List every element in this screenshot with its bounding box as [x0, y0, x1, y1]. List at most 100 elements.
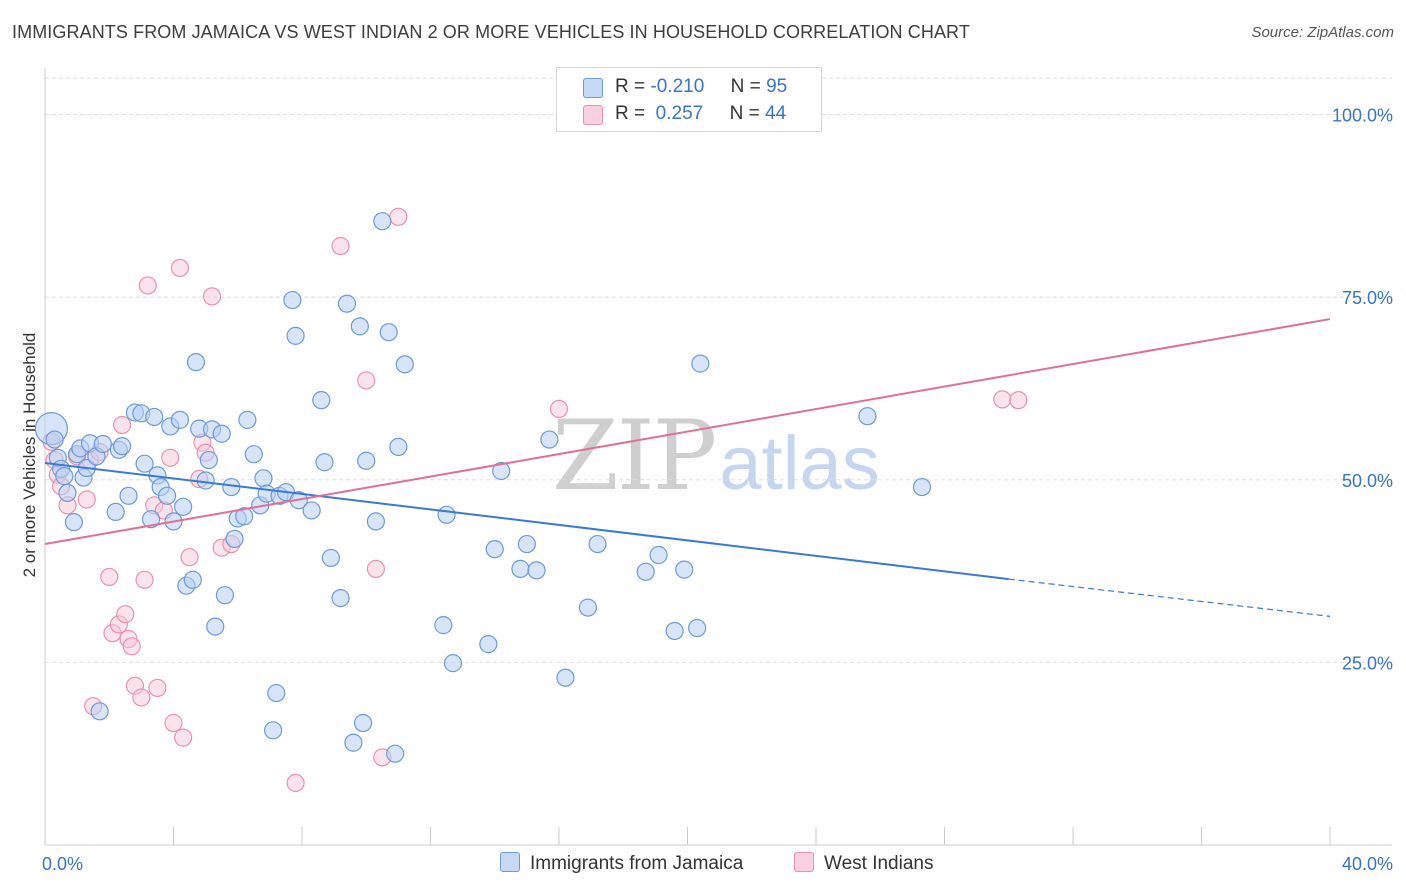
bottom-legend-label-westindian: West Indians [824, 853, 934, 874]
data-point-jamaica [186, 353, 206, 372]
data-point-jamaica [315, 453, 334, 472]
data-point-jamaica [212, 424, 231, 443]
data-point-jamaica [443, 654, 463, 673]
data-point-westindian [112, 415, 132, 435]
data-point-jamaica [321, 548, 341, 568]
y-tick-label: 25.0% [1342, 653, 1393, 673]
data-point-jamaica [174, 497, 193, 516]
data-point-jamaica [225, 529, 244, 549]
data-point-westindian [161, 448, 180, 467]
data-point-westindian [148, 678, 167, 698]
data-point-westindian [174, 728, 193, 747]
data-point-jamaica [636, 562, 655, 581]
legend-n-label: N = [730, 76, 761, 97]
data-point-jamaica [492, 461, 511, 481]
data-point-jamaica [58, 483, 77, 503]
data-point-westindian [389, 207, 408, 226]
data-point-jamaica [157, 486, 177, 505]
data-point-jamaica [344, 733, 363, 752]
data-point-jamaica [366, 512, 385, 531]
watermark: ZIPatlas [552, 400, 880, 512]
data-point-jamaica [199, 450, 218, 470]
data-point-jamaica [485, 540, 504, 559]
trendline-jamaica [44, 461, 1009, 581]
bottom-legend-jamaica: Immigrants from Jamaica [500, 852, 743, 875]
data-point-jamaica [119, 486, 138, 505]
data-point-jamaica [254, 469, 273, 488]
data-point-jamaica [434, 616, 453, 635]
data-point-jamaica [145, 407, 164, 427]
data-point-westindian [116, 605, 135, 624]
data-point-jamaica [350, 317, 369, 336]
data-point-westindian [366, 559, 385, 578]
data-point-jamaica [479, 635, 498, 654]
bottom-legend-westindian: West Indians [794, 852, 933, 875]
data-point-jamaica [691, 354, 710, 373]
y-tick-label: 100.0% [1332, 106, 1393, 126]
data-point-jamaica [395, 355, 414, 374]
data-point-jamaica [283, 290, 302, 310]
data-point-jamaica [55, 467, 74, 486]
data-point-westindian [286, 773, 305, 793]
data-point-jamaica [386, 744, 405, 763]
data-point-jamaica [649, 545, 668, 565]
data-point-jamaica [106, 502, 125, 522]
data-point-jamaica [93, 434, 112, 454]
legend-r-label: R = [615, 103, 646, 124]
legend-r-label: R = [615, 76, 646, 97]
data-point-jamaica [517, 534, 536, 554]
data-point-jamaica [90, 702, 109, 721]
data-point-jamaica [357, 451, 376, 470]
stats-legend: R = -0.210 N = 95 R = 0.257 N = 44 [556, 67, 822, 132]
data-point-westindian [100, 567, 119, 587]
data-point-jamaica [540, 430, 559, 449]
source-credit: Source: ZipAtlas.com [1251, 24, 1394, 41]
data-point-westindian [993, 390, 1012, 409]
data-point-westindian [180, 548, 199, 567]
data-point-jamaica [688, 618, 707, 638]
data-point-jamaica [183, 570, 202, 589]
data-point-jamaica [196, 471, 215, 490]
data-point-jamaica [302, 501, 321, 520]
data-point-jamaica [235, 507, 254, 526]
watermark-zip: ZIP [552, 400, 717, 512]
data-point-jamaica [389, 437, 408, 456]
data-point-jamaica [135, 454, 154, 473]
legend-n-label: N = [729, 103, 760, 124]
data-point-jamaica [215, 586, 234, 605]
trendline-westindian [44, 318, 1331, 546]
data-point-westindian [202, 287, 222, 306]
data-point-westindian [549, 399, 569, 419]
data-point-jamaica [112, 437, 132, 456]
data-point-westindian [77, 490, 96, 509]
data-point-jamaica [527, 561, 546, 580]
legend-n-value: 44 [765, 103, 787, 124]
data-point-jamaica [267, 683, 286, 703]
data-point-jamaica [373, 212, 392, 231]
chart-title: IMMIGRANTS FROM JAMAICA VS WEST INDIAN 2… [12, 22, 970, 42]
data-point-jamaica [353, 713, 373, 733]
data-point-jamaica [437, 505, 456, 524]
data-point-westindian [170, 258, 190, 278]
data-point-jamaica [588, 534, 607, 554]
data-point-jamaica [511, 559, 530, 578]
data-point-westindian [122, 637, 141, 656]
data-point-jamaica [312, 391, 331, 410]
watermark-atlas: atlas [719, 421, 880, 506]
data-point-jamaica [379, 323, 398, 342]
data-point-westindian [164, 713, 183, 733]
x-tick-label: 0.0% [42, 854, 83, 874]
data-point-jamaica [244, 445, 263, 464]
bottom-legend-label-jamaica: Immigrants from Jamaica [530, 853, 744, 874]
y-tick-label: 50.0% [1342, 471, 1393, 491]
data-point-jamaica [912, 477, 932, 497]
data-point-jamaica [64, 513, 84, 532]
data-point-jamaica [331, 588, 350, 608]
y-tick-label: 75.0% [1342, 288, 1393, 308]
x-tick-label: 40.0% [1342, 854, 1393, 874]
data-point-jamaica [263, 721, 283, 740]
legend-r-value: 0.257 [650, 103, 704, 124]
data-point-jamaica [238, 410, 257, 429]
data-point-westindian [132, 688, 151, 707]
data-point-jamaica [141, 510, 161, 529]
